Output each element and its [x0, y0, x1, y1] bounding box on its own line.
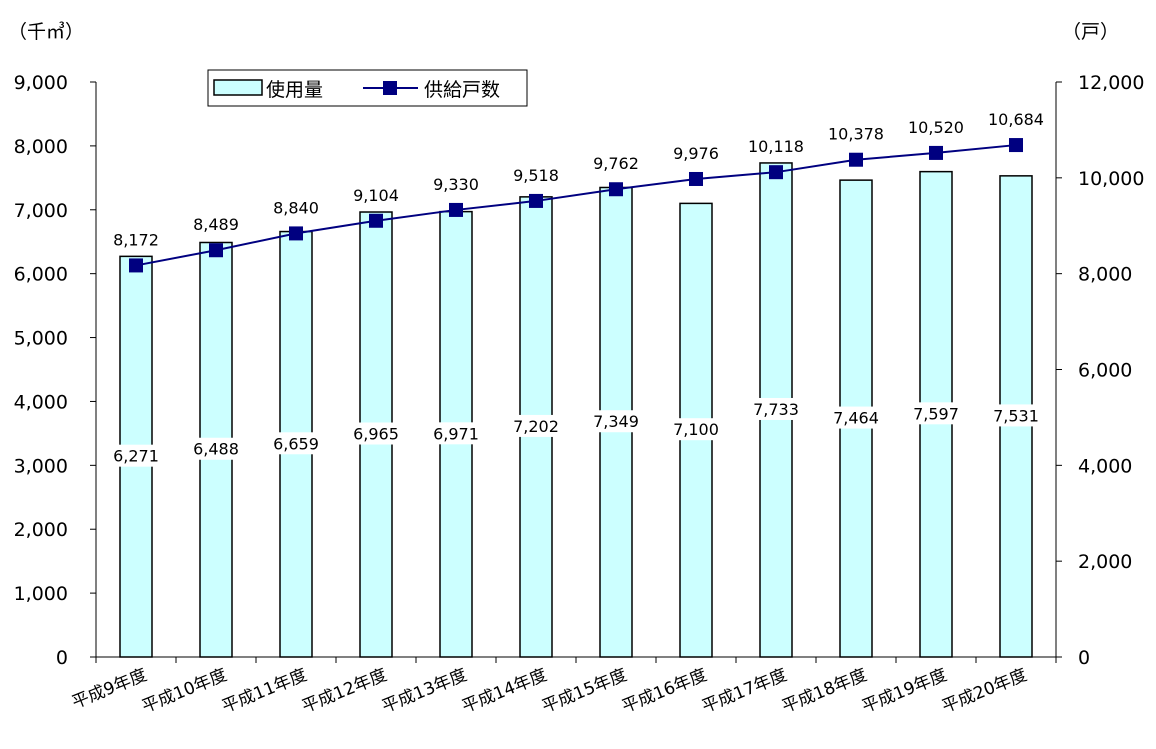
bar-value-label: 7,531	[993, 406, 1039, 425]
bar-value-label: 7,464	[833, 409, 879, 428]
bar-label-bg	[751, 397, 801, 420]
bar-label-bg	[911, 402, 961, 425]
bar-value-label: 6,488	[193, 440, 239, 459]
line-marker	[849, 152, 863, 167]
line-marker	[129, 258, 143, 273]
left-tick-label: 3,000	[14, 455, 68, 477]
left-tick-label: 2,000	[14, 519, 68, 541]
category-label: 平成11年度	[219, 665, 310, 717]
legend-line-marker	[383, 81, 397, 95]
right-axis-unit: （戸）	[1062, 21, 1119, 43]
line-value-label: 8,489	[193, 215, 239, 234]
category-label: 平成15年度	[539, 665, 630, 717]
line-marker	[369, 213, 383, 228]
line-marker	[609, 182, 623, 197]
line-value-label: 9,976	[673, 144, 719, 163]
left-tick-label: 1,000	[14, 583, 68, 605]
left-axis-unit: （千㎥）	[8, 21, 84, 43]
left-tick-label: 6,000	[14, 264, 68, 286]
bar-label-bg	[511, 414, 561, 437]
line-value-label: 8,172	[113, 230, 159, 249]
right-tick-label: 2,000	[1078, 551, 1132, 573]
bar-value-label: 7,100	[673, 420, 719, 439]
bar-value-label: 6,659	[273, 434, 319, 453]
category-label: 平成12年度	[299, 665, 390, 717]
category-label: 平成20年度	[939, 665, 1030, 717]
category-label: 平成18年度	[779, 665, 870, 717]
category-label: 平成17年度	[699, 665, 790, 717]
right-tick-label: 10,000	[1078, 168, 1144, 190]
category-label: 平成10年度	[139, 665, 230, 717]
bar-value-label: 6,271	[113, 447, 159, 466]
left-tick-label: 7,000	[14, 200, 68, 222]
right-tick-label: 4,000	[1078, 455, 1132, 477]
line-marker	[929, 145, 943, 160]
legend-bar-label: 使用量	[266, 79, 323, 101]
line-marker	[769, 165, 783, 180]
bar-value-label: 7,597	[913, 404, 959, 423]
bar-label-bg	[111, 444, 161, 467]
legend-line-label: 供給戸数	[424, 79, 500, 101]
line-marker	[289, 226, 303, 241]
bar-value-label: 6,971	[433, 424, 479, 443]
bar-label-bg	[191, 437, 241, 460]
left-tick-label: 9,000	[14, 72, 68, 94]
bar-value-label: 7,202	[513, 417, 559, 436]
series-line	[135, 144, 1017, 267]
left-tick-label: 8,000	[14, 136, 68, 158]
bar-label-bg	[671, 418, 721, 441]
line-marker	[529, 193, 543, 208]
category-label: 平成14年度	[459, 665, 550, 717]
bar-label-bg	[351, 422, 401, 445]
line-marker	[209, 243, 223, 258]
line-value-label: 8,840	[273, 198, 319, 217]
right-tick-label: 8,000	[1078, 264, 1132, 286]
category-label: 平成16年度	[619, 665, 710, 717]
bar-label-bg	[431, 422, 481, 445]
bar-value-label: 7,733	[753, 400, 799, 419]
category-label: 平成19年度	[859, 665, 950, 717]
line-marker	[689, 171, 703, 186]
bar-label-bg	[831, 406, 881, 429]
bar-label-bg	[991, 404, 1041, 427]
line-value-label: 9,104	[353, 186, 399, 205]
right-tick-label: 0	[1078, 647, 1090, 669]
line-value-label: 9,518	[513, 166, 559, 185]
category-label: 平成13年度	[379, 665, 470, 717]
bar-label-bg	[591, 410, 641, 433]
line-value-label: 10,684	[988, 110, 1044, 129]
line-marker	[449, 202, 463, 217]
left-tick-label: 4,000	[14, 391, 68, 413]
category-label: 平成9年度	[69, 665, 150, 713]
line-marker	[1009, 138, 1023, 153]
right-tick-label: 6,000	[1078, 360, 1132, 382]
line-value-label: 10,520	[908, 118, 964, 137]
bar-value-label: 7,349	[593, 412, 639, 431]
line-value-label: 10,378	[828, 125, 884, 144]
left-tick-label: 5,000	[14, 328, 68, 350]
bar-label-bg	[271, 432, 321, 455]
plot-area: 0 1,000 2,000 3,000 4,000 5,000 6,000 7,000 8,00…	[14, 69, 1144, 717]
bar-value-label: 6,965	[353, 425, 399, 444]
left-tick-label: 0	[56, 647, 68, 669]
line-value-label: 10,118	[748, 137, 804, 156]
line-value-label: 9,762	[593, 154, 639, 173]
right-tick-label: 12,000	[1078, 72, 1144, 94]
legend-bar-swatch	[213, 79, 263, 96]
line-value-label: 9,330	[433, 175, 479, 194]
